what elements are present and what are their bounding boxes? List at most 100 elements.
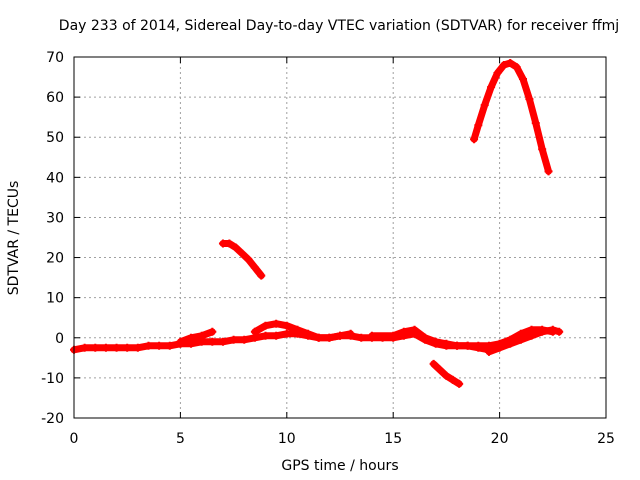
data-point [453, 341, 462, 350]
data-point [225, 239, 234, 248]
data-point [91, 343, 100, 352]
data-point [101, 343, 110, 352]
data-point [442, 339, 451, 348]
data-point [244, 255, 253, 264]
y-tick-label: -10 [41, 371, 64, 387]
x-tick-label: 25 [597, 431, 615, 447]
y-tick-label: 60 [46, 90, 64, 106]
tick-labels: 0 5 10 15 20 25 -20 -10 0 10 20 30 40 50 60 70 [41, 50, 615, 447]
data-point [555, 327, 564, 336]
data-point [282, 321, 291, 330]
data-point [442, 371, 451, 380]
data-point [367, 331, 376, 340]
data-point [208, 327, 217, 336]
series-arc-7h [218, 239, 266, 280]
data-point [272, 319, 281, 328]
data-point [293, 325, 302, 334]
axis-ticks [73, 56, 607, 419]
data-point [325, 333, 334, 342]
data-point [538, 327, 547, 336]
data-point [165, 341, 174, 350]
data-point [314, 333, 323, 342]
data-point [80, 343, 89, 352]
data-point [436, 365, 445, 374]
y-tick-label: 10 [46, 291, 64, 307]
data-point [448, 375, 457, 384]
data-point [272, 331, 281, 340]
series-arc-20h [470, 59, 553, 176]
y-tick-label: 30 [46, 210, 64, 226]
y-tick-label: 40 [46, 170, 64, 186]
data-point [455, 379, 464, 388]
data-point [250, 263, 259, 272]
data-point [519, 75, 528, 84]
x-tick-label: 5 [176, 431, 185, 447]
y-tick-label: 50 [46, 130, 64, 146]
chart-title: Day 233 of 2014, Sidereal Day-to-day VTE… [59, 18, 619, 34]
data-point [410, 325, 419, 334]
data-point [421, 333, 430, 342]
data-point [346, 329, 355, 338]
data-point [176, 339, 185, 348]
data-point [506, 59, 515, 68]
data-point [506, 339, 515, 348]
data-point [133, 343, 142, 352]
y-axis-title: SDTVAR / TECUs [6, 181, 22, 296]
data-point [480, 101, 489, 110]
x-tick-label: 0 [70, 431, 79, 447]
data-point [240, 335, 249, 344]
x-tick-label: 20 [491, 431, 509, 447]
data-point [197, 337, 206, 346]
data-point [112, 343, 121, 352]
y-tick-label: 20 [46, 251, 64, 267]
data-point [474, 341, 483, 350]
data-point [484, 347, 493, 356]
data-point [531, 119, 540, 128]
data-point [463, 341, 472, 350]
data-point [516, 335, 525, 344]
data-point [231, 243, 240, 252]
series-line [251, 320, 355, 342]
series-baseline-a [70, 339, 185, 354]
data-point [525, 95, 534, 104]
data-point [544, 167, 553, 176]
data-point [512, 63, 521, 72]
data-point [495, 343, 504, 352]
data-point [474, 121, 483, 130]
data-point [538, 145, 547, 154]
plot-frame [73, 56, 607, 419]
series-line [176, 328, 216, 346]
x-axis-title: GPS time / hours [281, 458, 398, 474]
data-point [470, 135, 479, 144]
data-point [336, 331, 344, 340]
data-point [155, 341, 164, 350]
data-point [357, 333, 366, 342]
data-point [429, 359, 438, 368]
data-point [499, 61, 508, 70]
x-tick-label: 15 [384, 431, 402, 447]
series-baseline-d [250, 319, 355, 342]
data-point [527, 331, 536, 340]
data-point [123, 343, 132, 352]
data-point [257, 271, 266, 280]
data-point [187, 339, 196, 348]
series-baseline-f [484, 325, 564, 356]
data-point [399, 327, 408, 336]
data-point [250, 327, 259, 336]
data-point [389, 331, 398, 340]
data-point [229, 335, 238, 344]
data-point [261, 331, 270, 340]
data-point [304, 329, 313, 338]
data-series [70, 59, 564, 388]
data-point [493, 69, 502, 78]
y-tick-label: 70 [46, 50, 64, 66]
data-point [548, 325, 557, 334]
data-point [282, 329, 291, 338]
data-point [261, 321, 270, 330]
data-point [238, 249, 247, 258]
x-tick-label: 10 [278, 431, 296, 447]
data-point [431, 337, 440, 346]
data-point [218, 337, 227, 346]
